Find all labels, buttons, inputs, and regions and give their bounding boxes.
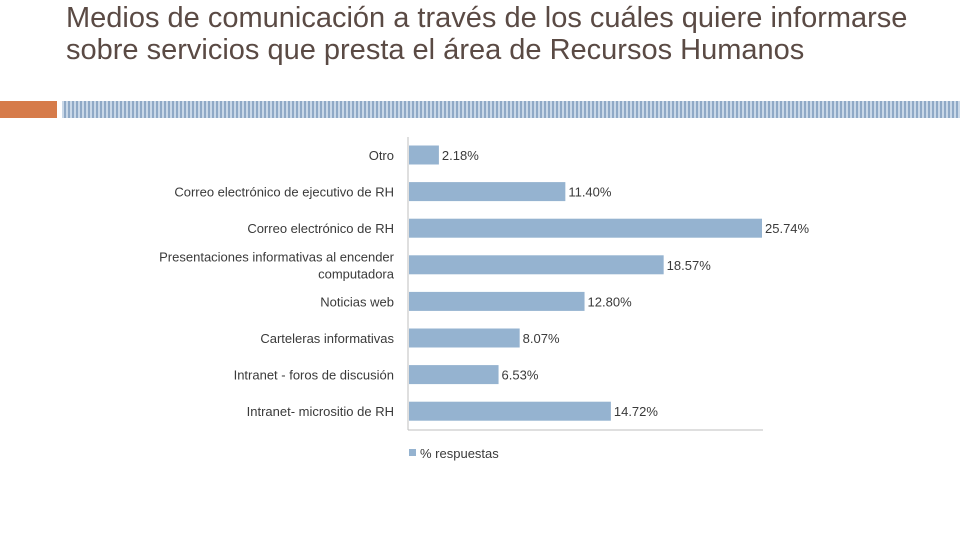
bar — [409, 255, 664, 275]
data-label: 14.72% — [614, 404, 659, 419]
bar — [409, 401, 611, 421]
page-title: Medios de comunicación a través de los c… — [66, 2, 908, 66]
category-label: Intranet - foros de discusión — [234, 368, 394, 383]
bar — [409, 328, 520, 348]
category-label: Carteleras informativas — [260, 331, 394, 346]
bar — [409, 218, 762, 238]
title-accent-orange — [0, 101, 57, 118]
category-label: Correo electrónico de ejecutivo de RH — [174, 185, 394, 200]
title-accent-striped-bar — [62, 101, 960, 118]
category-label: Intranet- micrositio de RH — [247, 404, 394, 419]
bar — [409, 145, 439, 165]
category-label: Correo electrónico de RH — [247, 221, 394, 236]
data-label: 11.40% — [568, 185, 612, 200]
bar-series: 2.18% Otro 11.40% Correo electrónico de eje… — [159, 145, 810, 421]
data-label: 25.74% — [765, 221, 810, 236]
legend-swatch — [409, 449, 416, 456]
bar — [409, 365, 499, 385]
legend-label: % respuestas — [420, 446, 499, 461]
data-label: 8.07% — [523, 331, 560, 346]
category-label: Noticias web — [320, 294, 394, 309]
data-label: 2.18% — [442, 148, 479, 163]
bar — [409, 291, 585, 311]
data-label: 6.53% — [502, 368, 539, 383]
category-label: Presentaciones informativas al encender c… — [159, 249, 395, 281]
data-label: 18.57% — [667, 258, 712, 273]
bar — [409, 182, 566, 202]
data-label: 12.80% — [588, 294, 633, 309]
category-label: Otro — [369, 148, 394, 163]
